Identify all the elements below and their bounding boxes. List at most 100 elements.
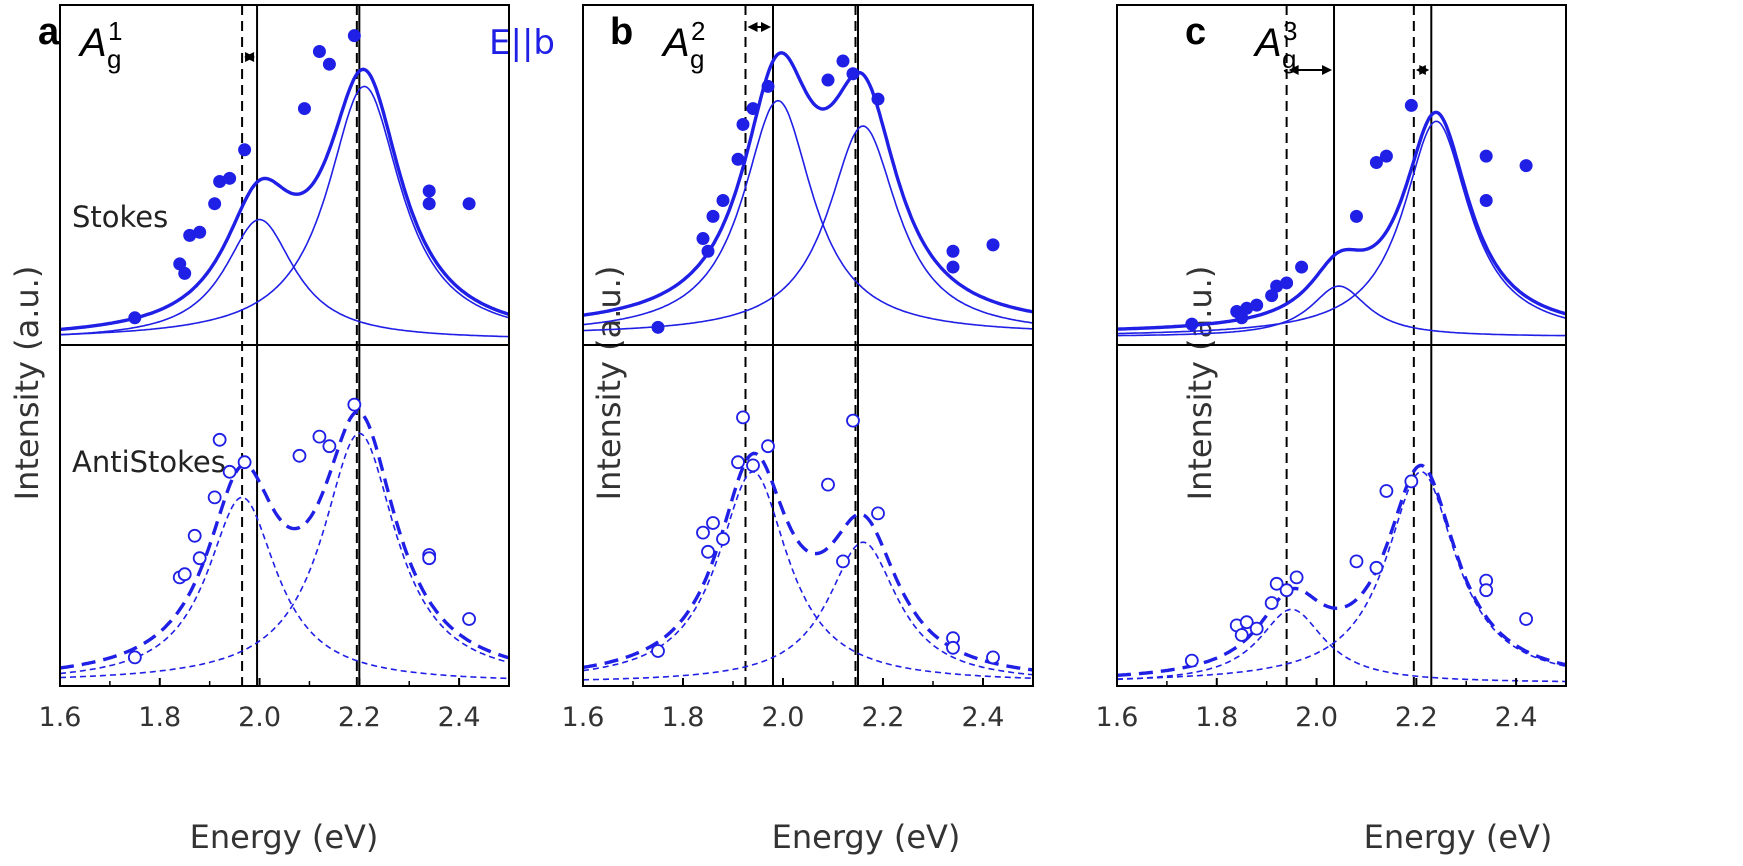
y-axis-label: Intensity (a.u.): [1181, 266, 1219, 501]
stokes-point: [986, 238, 1000, 252]
x-tick-label: 2.4: [438, 702, 481, 733]
antistokes-point: [1404, 474, 1419, 489]
antistokes-point: [716, 532, 730, 546]
x-tick-label: 2.2: [1395, 702, 1438, 733]
stokes-point: [183, 228, 197, 242]
y-axis-label: Intensity (a.u.): [8, 266, 46, 501]
antistokes-point: [651, 644, 665, 658]
antistokes-point: [187, 528, 202, 543]
mode-label: A g 2: [661, 16, 705, 74]
antistokes-point: [422, 551, 437, 566]
stokes-point: [1519, 159, 1533, 173]
x-tick-label: 1.8: [1195, 702, 1238, 733]
antistokes-component-curve: [583, 541, 1034, 681]
antistokes-point: [1184, 653, 1199, 668]
stokes-component-curve: [1117, 120, 1567, 335]
antistokes-point: [207, 490, 222, 505]
x-tick-label: 2.0: [238, 702, 281, 733]
stokes-point: [208, 197, 222, 211]
stokes-point: [651, 320, 665, 334]
stokes-point: [746, 102, 760, 116]
stokes-point: [946, 260, 960, 274]
x-tick-label: 2.2: [862, 702, 905, 733]
panel-label-b: b: [610, 11, 633, 53]
antistokes-label: AntiStokes: [72, 445, 226, 479]
x-tick-label: 1.6: [1096, 702, 1139, 733]
antistokes-point: [1289, 570, 1304, 585]
stokes-point: [213, 175, 227, 188]
antistokes-point: [986, 650, 1000, 665]
stokes-point: [1479, 194, 1493, 208]
stokes-point: [821, 73, 835, 87]
antistokes-point: [322, 439, 337, 454]
stokes-component-curve: [59, 218, 509, 338]
antistokes-component-curve: [1116, 470, 1567, 680]
stokes-point: [322, 57, 336, 71]
antistokes-point: [946, 640, 960, 655]
stokes-point: [701, 244, 715, 258]
x-tick-label: 2.4: [1495, 702, 1538, 733]
polarization-label: E||b: [489, 23, 555, 63]
stokes-component-curve: [582, 99, 1034, 330]
antistokes-point: [761, 439, 775, 454]
stokes-component-curve: [1117, 285, 1567, 337]
antistokes-fit-curve: [59, 409, 510, 670]
stokes-point: [178, 266, 192, 280]
stokes-point: [761, 79, 775, 93]
antistokes-point: [1369, 560, 1384, 575]
x-tick-label: 1.8: [138, 702, 181, 733]
arrow-head-right: [1322, 65, 1333, 75]
antistokes-point: [237, 455, 252, 470]
x-tick-label: 1.6: [39, 702, 82, 733]
antistokes-point: [1479, 583, 1494, 598]
stokes-point: [946, 244, 960, 258]
stokes-point: [696, 232, 710, 246]
panel-a: a Intensity (a.u.) Energy (eV) A g 1 E||…: [8, 4, 555, 856]
stokes-point: [238, 143, 252, 157]
x-axis-label: Energy (eV): [1364, 818, 1553, 856]
stokes-point: [347, 29, 361, 43]
mode-symbol: A: [1253, 21, 1282, 65]
mode-symbol: A: [78, 21, 107, 65]
panel-label-a: a: [38, 11, 60, 53]
stokes-point: [128, 311, 142, 325]
antistokes-point: [746, 458, 760, 473]
y-axis-label: Intensity (a.u.): [590, 266, 628, 501]
mode-symbol: A: [661, 21, 690, 65]
antistokes-point: [731, 455, 745, 470]
stokes-point: [846, 67, 860, 81]
mode-subscript: g: [1282, 44, 1296, 74]
antistokes-point: [1379, 484, 1394, 498]
antistokes-point: [846, 413, 860, 428]
x-tick-label: 2.0: [762, 702, 805, 733]
arrow-head-right: [245, 52, 256, 62]
x-tick-label: 1.8: [662, 702, 705, 733]
antistokes-point: [177, 567, 192, 582]
antistokes-point: [222, 464, 237, 479]
antistokes-point: [1349, 554, 1364, 569]
stokes-point: [422, 197, 436, 211]
antistokes-point: [347, 397, 362, 412]
arrow-head-left: [1288, 65, 1299, 75]
stokes-label: Stokes: [72, 200, 168, 234]
stokes-point: [1185, 317, 1199, 331]
antistokes-point: [836, 554, 850, 569]
stokes-point: [736, 117, 750, 131]
stokes-fit-curve: [582, 51, 1034, 317]
stokes-point: [836, 54, 850, 68]
arrow-head-right: [761, 22, 771, 32]
x-axis-label: Energy (eV): [772, 818, 961, 856]
antistokes-point: [192, 551, 207, 566]
mode-superscript: 2: [691, 16, 705, 46]
stokes-point: [716, 194, 730, 208]
antistokes-point: [212, 432, 227, 447]
antistokes-point: [696, 525, 710, 540]
antistokes-point: [1249, 621, 1264, 636]
stokes-point: [1369, 155, 1383, 169]
antistokes-component-curve: [59, 496, 509, 680]
stokes-point: [193, 225, 207, 239]
mode-subscript: g: [690, 44, 704, 74]
antistokes-point: [312, 429, 327, 444]
antistokes-fit-curve: [582, 451, 1034, 672]
antistokes-point: [701, 544, 715, 559]
